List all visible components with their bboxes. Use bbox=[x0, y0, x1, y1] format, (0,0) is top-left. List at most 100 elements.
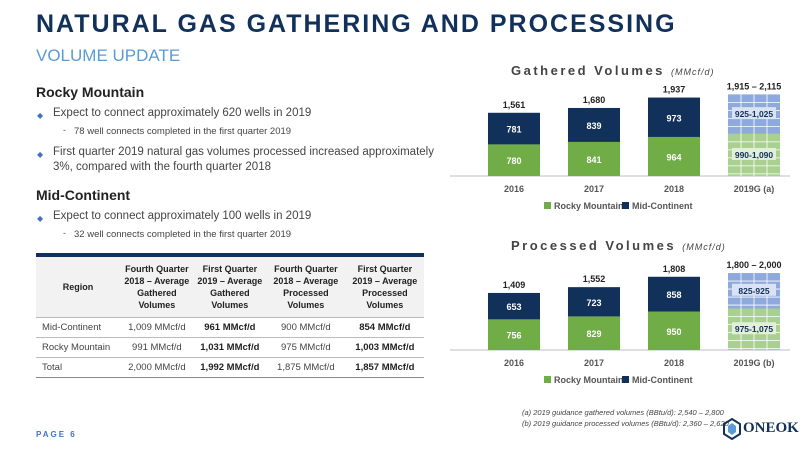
table-cell: 1,857 MMcf/d bbox=[345, 357, 424, 378]
subbullet-midcon-connects: -32 well connects completed in the first… bbox=[36, 228, 436, 240]
total-label: 1,937 bbox=[663, 85, 686, 95]
data-label-rocky: 964 bbox=[666, 152, 681, 162]
table-row: Total 2,000 MMcf/d 1,992 MMcf/d 1,875 MM… bbox=[36, 357, 424, 378]
subbullet-text: 78 well connects completed in the first … bbox=[74, 126, 292, 137]
table-cell: 991 MMcf/d bbox=[120, 337, 194, 358]
bar-mid-continent bbox=[648, 97, 700, 137]
chart-title-unit: (MMcf/d) bbox=[671, 67, 715, 77]
table-row: Rocky Mountain 991 MMcf/d 1,031 MMcf/d 9… bbox=[36, 337, 424, 358]
legend-label-rocky: Rocky Mountain bbox=[554, 201, 624, 211]
guidance-label-rocky: 990-1,090 bbox=[735, 150, 774, 160]
table-header-cell: First Quarter 2019 – Average Processed V… bbox=[345, 255, 424, 318]
oneok-logo-icon bbox=[723, 417, 741, 441]
bullet-text: Expect to connect approximately 100 well… bbox=[53, 210, 312, 222]
oneok-logo: ONEOK bbox=[723, 417, 799, 442]
legend-label-rocky: Rocky Mountain bbox=[554, 375, 624, 385]
data-label-mid: 973 bbox=[666, 113, 681, 123]
table-cell: 961 MMcf/d bbox=[193, 317, 266, 338]
data-label-mid: 723 bbox=[586, 298, 601, 308]
bar-mid-continent bbox=[488, 112, 540, 145]
data-label-rocky: 841 bbox=[586, 155, 601, 165]
table-cell: 1,003 MMcf/d bbox=[345, 337, 424, 358]
section-heading-rocky: Rocky Mountain bbox=[36, 84, 145, 100]
total-label: 1,808 bbox=[663, 264, 686, 274]
total-label: 1,680 bbox=[583, 95, 606, 105]
table-cell: 975 MMcf/d bbox=[265, 337, 346, 358]
diamond-bullet-icon: ◆ bbox=[37, 150, 44, 159]
table-cell: 854 MMcf/d bbox=[345, 317, 424, 338]
data-label-rocky: 756 bbox=[506, 331, 521, 341]
legend-swatch-rocky bbox=[544, 202, 551, 209]
total-label: 1,561 bbox=[503, 100, 526, 110]
bar-rocky-mountain bbox=[568, 141, 620, 176]
table-cell: Rocky Mountain bbox=[36, 337, 120, 358]
diamond-bullet-icon: ◆ bbox=[37, 214, 44, 223]
bar-rocky-mountain bbox=[648, 136, 700, 176]
data-label-mid: 839 bbox=[586, 121, 601, 131]
gathered-chart-title: Gathered Volumes (MMcf/d) bbox=[511, 63, 715, 78]
section-heading-midcon: Mid-Continent bbox=[36, 187, 131, 203]
table-header-cell: Fourth Quarter 2018 – Average Gathered V… bbox=[120, 255, 194, 318]
x-tick-label: 2019G (a) bbox=[734, 184, 775, 194]
diamond-bullet-icon: ◆ bbox=[37, 111, 44, 120]
bar-mid-continent bbox=[648, 276, 700, 312]
bullet-rocky-wells: ◆ Expect to connect approximately 620 wel… bbox=[36, 106, 436, 121]
table-cell: 1,875 MMcf/d bbox=[265, 357, 346, 378]
page-title: NATURAL GAS GATHERING AND PROCESSING bbox=[36, 10, 677, 38]
bar-mid-continent bbox=[568, 107, 620, 142]
table-header-cell: First Quarter 2019 – Average Gathered Vo… bbox=[193, 255, 266, 318]
table-header-cell: Fourth Quarter 2018 – Average Processed … bbox=[265, 255, 346, 318]
table-cell: 1,009 MMcf/d bbox=[120, 317, 194, 338]
guidance-label-bg bbox=[732, 147, 776, 160]
processed-volumes-chart: 756 653 1,409 2016 829 723 1,552 2017 950 858 1,80… bbox=[450, 260, 790, 385]
bullet-rocky-processed: ◆ First quarter 2019 natural gas volumes … bbox=[36, 145, 436, 175]
bar-mid-continent bbox=[488, 292, 540, 320]
guidance-label-bg bbox=[732, 107, 776, 120]
bar-mid-continent bbox=[568, 287, 620, 317]
total-label: 1,800 – 2,000 bbox=[726, 260, 781, 270]
processed-chart-title: Processed Volumes (MMcf/d) bbox=[511, 238, 726, 253]
table-cell: 2,000 MMcf/d bbox=[120, 357, 194, 378]
legend-label-mid: Mid-Continent bbox=[632, 375, 692, 385]
bullet-text: Expect to connect approximately 620 well… bbox=[53, 107, 312, 119]
table-row: Mid-Continent 1,009 MMcf/d 961 MMcf/d 90… bbox=[36, 317, 424, 338]
bar-rocky-mountain bbox=[488, 144, 540, 176]
x-tick-label: 2016 bbox=[504, 184, 524, 194]
table-cell: Mid-Continent bbox=[36, 317, 120, 338]
bullets-section: Rocky Mountain ◆ Expect to connect approx… bbox=[36, 78, 436, 248]
volumes-table: Region Fourth Quarter 2018 – Average Gat… bbox=[36, 253, 424, 378]
table-cell: 1,031 MMcf/d bbox=[193, 337, 266, 358]
legend-label-mid: Mid-Continent bbox=[632, 201, 692, 211]
subbullet-rocky-connects: -78 well connects completed in the first… bbox=[36, 125, 436, 137]
x-tick-label: 2018 bbox=[664, 184, 684, 194]
x-tick-label: 2016 bbox=[504, 358, 524, 368]
guidance-label-rocky: 975-1,075 bbox=[735, 324, 774, 334]
guidance-label-bg bbox=[732, 322, 776, 335]
data-label-mid: 653 bbox=[506, 302, 521, 312]
bullet-text: First quarter 2019 natural gas volumes p… bbox=[53, 146, 434, 173]
total-label: 1,915 – 2,115 bbox=[727, 82, 782, 91]
chart-title-unit: (MMcf/d) bbox=[682, 242, 726, 252]
dash-bullet-icon: - bbox=[63, 125, 66, 135]
bar-rocky-mountain bbox=[568, 316, 620, 350]
chart-title-text: Gathered Volumes bbox=[511, 63, 665, 78]
guidance-label-mid: 925-1,025 bbox=[735, 109, 774, 119]
legend-swatch-mid bbox=[622, 202, 629, 209]
footnote-a: (a) 2019 guidance gathered volumes (BBtu… bbox=[522, 408, 724, 417]
x-tick-label: 2017 bbox=[584, 184, 604, 194]
bullet-midcon-wells: ◆ Expect to connect approximately 100 wel… bbox=[36, 209, 436, 224]
total-label: 1,409 bbox=[503, 280, 526, 290]
bar-rocky-mountain bbox=[488, 319, 540, 350]
x-tick-label: 2017 bbox=[584, 358, 604, 368]
x-tick-label: 2019G (b) bbox=[733, 358, 774, 368]
table-cell: Total bbox=[36, 357, 120, 378]
data-label-mid: 858 bbox=[666, 290, 681, 300]
subbullet-text: 32 well connects completed in the first … bbox=[74, 229, 292, 240]
table-header-cell: Region bbox=[36, 255, 120, 318]
data-label-rocky: 780 bbox=[506, 156, 521, 166]
data-label-rocky: 829 bbox=[586, 329, 601, 339]
footnote-b: (b) 2019 guidance processed volumes (BBt… bbox=[522, 419, 729, 428]
guidance-label-mid: 825-925 bbox=[738, 286, 769, 296]
chart-title-text: Processed Volumes bbox=[511, 238, 677, 253]
legend-swatch-mid bbox=[622, 376, 629, 383]
